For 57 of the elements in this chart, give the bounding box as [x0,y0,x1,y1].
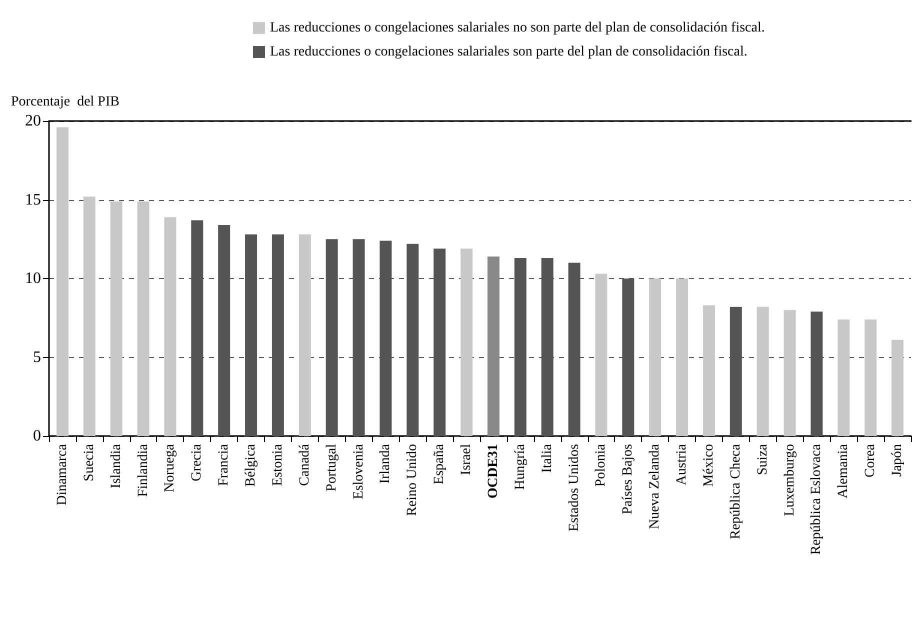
bar [676,278,688,436]
x-tick-label: Austria [674,443,690,486]
x-tick-label: Israel [459,444,474,476]
y-tick-label: 10 [25,270,41,287]
bar [460,248,473,436]
x-tick-label: Suiza [755,443,770,476]
x-tick-label: Noruega [162,443,178,492]
x-tick-label: Francia [216,443,232,486]
bar [864,319,877,436]
x-tick-label: Alemania [836,443,852,498]
x-tick-label: Suecia [82,443,97,482]
y-tick-label: 5 [33,348,41,366]
x-tick-label: Corea [863,443,878,478]
bar [110,201,122,436]
x-tick-label: Estados Unidos [566,444,582,532]
bar [164,217,176,436]
x-tick-label: Portugal [324,444,340,492]
x-tick-label: Luxemburgo [782,444,798,516]
y-tick-label: 0 [33,428,41,444]
bar [702,305,715,436]
bar [892,340,904,436]
x-tick-label: Japón [890,444,906,477]
bar [487,256,500,436]
x-tick-label: República Checa [728,443,744,540]
bar [649,278,662,436]
x-tick-label: Países Bajos [620,444,636,514]
x-tick-label: Nueva Zelanda [648,443,663,530]
x-tick-label: Eslovenia [351,443,366,500]
x-tick-label: Dinamarca [54,443,70,506]
bar [784,310,796,436]
x-tick-label: Estonia [270,443,286,486]
x-tick-label: Italia [540,443,555,473]
bar [56,127,68,436]
x-tick-label: Bélgica [244,443,259,487]
x-tick-label: Irlanda [378,443,394,484]
bar [595,274,608,436]
x-tick-label: Hungría [512,443,528,490]
x-tick-label: República Eslovaca [809,443,824,555]
bar [137,201,150,436]
y-tick-label: 15 [25,191,41,208]
legend-label: Las reducciones o congelaciones salariales no son parte del plan de consolidación fiscal. [270,20,765,36]
x-tick-label: España [432,443,448,484]
y-tick-label: 20 [25,112,41,130]
x-tick-label: México [701,444,716,487]
bar [83,196,96,436]
y-axis-title: Porcentaje del PIB [11,94,120,110]
x-tick-label: OCDE31 [486,444,501,498]
bar [756,306,769,436]
x-tick-label: Finlandia [136,443,151,497]
x-tick-label: Polonia [594,443,609,487]
x-tick-label: Islandia [108,443,124,488]
bar [838,319,850,436]
x-tick-label: Grecia [190,443,205,482]
x-tick-label: Canadá [297,443,312,486]
x-tick-label: Reino Unido [405,444,420,516]
legend-label: Las reducciones o congelaciones salariales son parte del plan de consolidación fiscal. [270,44,748,60]
bar [298,234,311,436]
